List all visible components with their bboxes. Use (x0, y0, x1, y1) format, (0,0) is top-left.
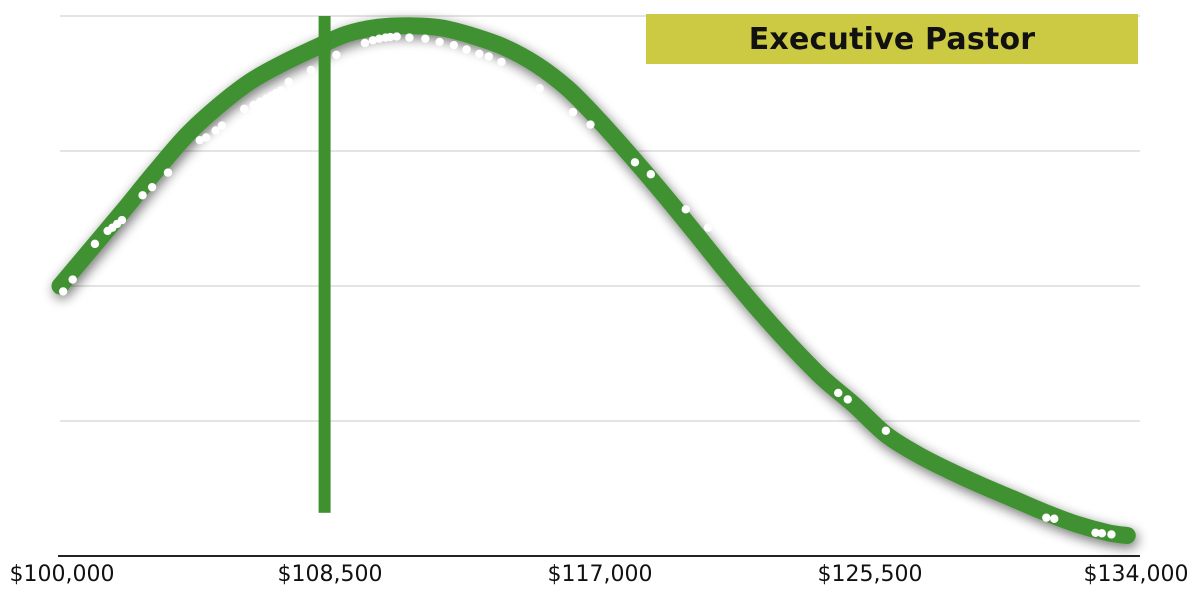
data-point (586, 120, 595, 129)
data-point (68, 275, 77, 284)
data-point (1097, 529, 1107, 538)
x-tick-label: $125,500 (817, 562, 923, 587)
reference-line-group (318, 16, 331, 513)
data-point (332, 50, 341, 60)
data-point (405, 33, 414, 42)
data-point (195, 136, 204, 145)
data-point (421, 34, 430, 43)
data-point (392, 32, 401, 41)
reference-line (318, 16, 331, 513)
data-point (568, 107, 578, 117)
data-point (163, 168, 173, 177)
data-point (646, 170, 656, 179)
gridlines (60, 15, 1140, 422)
data-point (1107, 530, 1116, 539)
data-point (306, 65, 316, 75)
data-point (703, 223, 713, 232)
series-curve (51, 17, 1136, 544)
x-tick-label: $134,000 (1083, 562, 1189, 587)
data-point (843, 395, 852, 404)
data-point (240, 104, 249, 114)
data-points-group (58, 32, 1116, 539)
data-point (375, 34, 384, 43)
data-point (368, 36, 378, 45)
data-point (58, 287, 68, 296)
data-point (360, 38, 370, 48)
data-point (1042, 513, 1051, 522)
data-point (217, 121, 227, 130)
data-point (90, 239, 100, 249)
data-point (255, 97, 265, 107)
data-point (732, 247, 741, 257)
chart-title: Executive Pastor (748, 21, 1036, 57)
x-tick-label: $108,500 (277, 562, 383, 587)
data-point (386, 32, 395, 42)
data-point (881, 426, 891, 435)
data-point (435, 37, 444, 47)
data-point (1091, 528, 1100, 537)
series-curve-group (51, 17, 1136, 544)
data-point (681, 205, 690, 214)
data-point (497, 57, 506, 67)
x-tick-label: $117,000 (547, 562, 653, 587)
data-point (1050, 514, 1059, 523)
data-point (201, 133, 211, 142)
data-point (834, 388, 843, 398)
x-tick-label: $100,000 (9, 562, 115, 587)
data-point (284, 77, 293, 87)
data-point (535, 84, 544, 93)
data-point (484, 52, 494, 61)
data-point (630, 158, 640, 167)
data-point (138, 191, 147, 200)
data-point (117, 215, 127, 225)
data-point (211, 126, 220, 135)
data-point (449, 40, 459, 50)
data-point (276, 86, 285, 95)
data-point (249, 100, 258, 110)
data-point (462, 45, 471, 54)
data-point (475, 49, 484, 58)
data-point (745, 260, 754, 270)
chart-title-box: Executive Pastor (646, 14, 1138, 64)
data-point (147, 182, 157, 192)
